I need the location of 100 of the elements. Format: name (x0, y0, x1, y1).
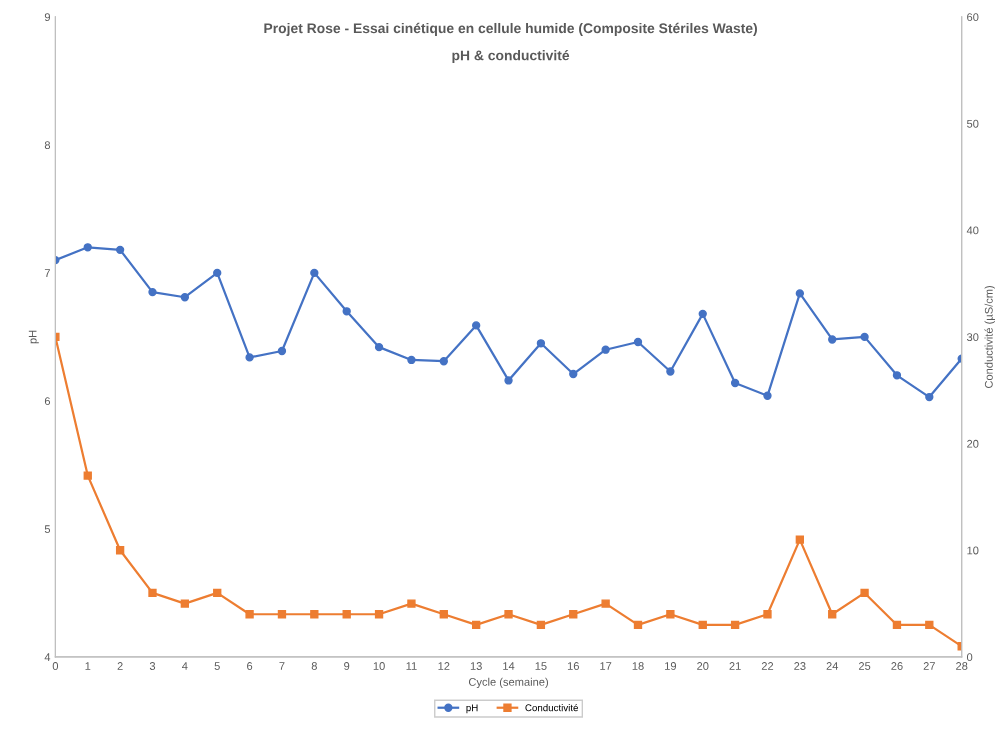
y2-tick-label: 10 (967, 546, 979, 555)
point (925, 620, 934, 630)
point (633, 337, 643, 347)
y-tick-label: 5 (44, 525, 51, 534)
legend-label: pH (466, 704, 478, 714)
point (698, 620, 707, 630)
point (666, 367, 675, 376)
point (795, 535, 805, 544)
point (245, 353, 254, 362)
x-tick-label: 10 (373, 662, 385, 670)
x-tick-label: 1 (85, 662, 91, 670)
x-tick-label: 26 (891, 662, 903, 670)
point (83, 471, 92, 480)
x-tick-label: 13 (470, 662, 482, 670)
x-tick-label: 20 (697, 662, 709, 670)
x-tick-label: 23 (794, 662, 806, 670)
point (115, 245, 125, 255)
x-tick-label: 9 (344, 662, 350, 670)
y-tick-label: 7 (44, 269, 50, 277)
x-tick-label: 2 (117, 662, 123, 670)
point (828, 335, 837, 344)
legend-label: Conductivité (525, 703, 579, 712)
point (860, 588, 869, 598)
point (245, 610, 254, 619)
x-tick-label: 11 (406, 662, 417, 670)
x-tick-label: 5 (214, 662, 220, 670)
point (601, 599, 610, 608)
x-tick-label: 0 (52, 662, 59, 670)
y2-tick-label: 20 (967, 439, 979, 448)
x-tick-label: 27 (923, 662, 935, 670)
point (536, 620, 546, 630)
x-tick-label: 24 (826, 662, 839, 670)
x-tick-label: 21 (729, 662, 741, 670)
x-tick-label: 19 (665, 662, 677, 670)
x-tick-label: 14 (503, 662, 515, 670)
x-tick-label: 12 (438, 662, 450, 670)
point (471, 321, 481, 330)
point (374, 610, 384, 619)
y-tick-label: 4 (44, 653, 51, 661)
point (763, 610, 772, 619)
point (277, 610, 287, 619)
point (763, 391, 772, 400)
x-tick-label: 25 (858, 662, 871, 670)
point (892, 371, 902, 380)
y-tick-label: 9 (44, 13, 50, 22)
y2-tick-label: 40 (966, 226, 979, 235)
x-tick-label: 16 (567, 662, 579, 670)
point (83, 243, 92, 252)
x-tick-label: 15 (535, 662, 547, 670)
y-tick-label: 8 (44, 141, 51, 150)
text: pH & conductivité (452, 50, 570, 64)
point (504, 376, 513, 385)
point (439, 357, 448, 366)
y2-axis-title: Conductivité (µS/cm) (984, 285, 995, 389)
point (569, 610, 578, 619)
point (407, 599, 416, 608)
point (407, 355, 416, 365)
point (148, 287, 157, 297)
y2-tick-label: 50 (966, 119, 979, 128)
point (148, 588, 157, 598)
x-tick-label: 4 (182, 662, 188, 670)
point (342, 307, 351, 316)
point (730, 620, 740, 630)
point (860, 332, 869, 342)
point (439, 610, 448, 619)
x-tick-label: 6 (247, 662, 253, 670)
point (633, 620, 643, 630)
y-tick-label: 6 (44, 397, 51, 406)
y2-tick-label: 60 (967, 13, 979, 22)
x-tick-label: 28 (956, 662, 968, 670)
point (504, 610, 513, 619)
point (892, 620, 902, 630)
x-tick-label: 18 (632, 662, 644, 670)
point (795, 289, 805, 298)
point (310, 610, 319, 619)
point (277, 346, 287, 356)
point (342, 610, 351, 619)
point (730, 378, 740, 388)
x-tick-label: 22 (761, 662, 774, 670)
x-tick-label: 7 (279, 662, 285, 670)
point (666, 610, 675, 619)
point (180, 599, 190, 608)
point (180, 293, 190, 302)
point (213, 268, 222, 278)
point (925, 392, 934, 402)
x-tick-label: 8 (311, 662, 317, 670)
point (569, 369, 578, 379)
y2-tick-label: 0 (966, 653, 973, 662)
x-axis-title: Cycle (semaine) (468, 677, 548, 689)
point (698, 309, 707, 319)
point (536, 339, 546, 348)
y2-tick-label: 30 (966, 333, 979, 342)
point (828, 610, 837, 619)
point (374, 342, 384, 352)
x-tick-label: 3 (149, 662, 156, 670)
point (471, 620, 481, 630)
point (115, 546, 125, 555)
point (213, 588, 222, 598)
chart-title: Projet Rose - Essai cinétique en cellule humide (Composite Stériles Waste) (264, 22, 757, 36)
point (310, 268, 319, 278)
